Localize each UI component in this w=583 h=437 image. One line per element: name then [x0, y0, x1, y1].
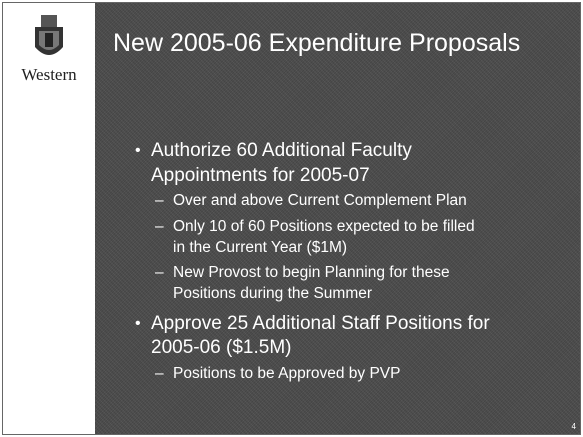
sub-text: New Provost to begin Planning for these — [173, 264, 450, 281]
bullet-text: Appointments for 2005-07 — [151, 164, 370, 186]
sub-text: Over and above Current Complement Plan — [173, 192, 467, 209]
sub-marker: – — [155, 264, 164, 281]
crest — [35, 15, 63, 55]
bullet-text: 2005-06 ($1.5M) — [151, 337, 292, 358]
sub-marker: – — [155, 192, 164, 209]
sub-text: in the Current Year ($1M) — [173, 238, 348, 256]
sub-marker: – — [155, 364, 164, 382]
sub-marker: – — [155, 217, 164, 235]
slide-title: New 2005-06 Expenditure Proposals — [113, 29, 521, 57]
bullet-text: Authorize 60 Additional Faculty — [151, 140, 412, 161]
sub-text: Positions during the Summer — [173, 285, 373, 302]
sub-text: Positions to be Approved by PVP — [173, 364, 401, 382]
sidebar: Western — [3, 3, 95, 434]
bullet-marker: • — [135, 314, 141, 332]
sub-text: Only 10 of 60 Positions expected to be f… — [173, 217, 475, 235]
content: New 2005-06 Expenditure Proposals • Autho… — [95, 3, 580, 434]
bullet-marker: • — [135, 142, 141, 159]
bullet-text: Approve 25 Additional Staff Positions fo… — [151, 312, 490, 334]
logo-text: Western — [21, 65, 77, 84]
page-number: 4 — [571, 422, 576, 431]
